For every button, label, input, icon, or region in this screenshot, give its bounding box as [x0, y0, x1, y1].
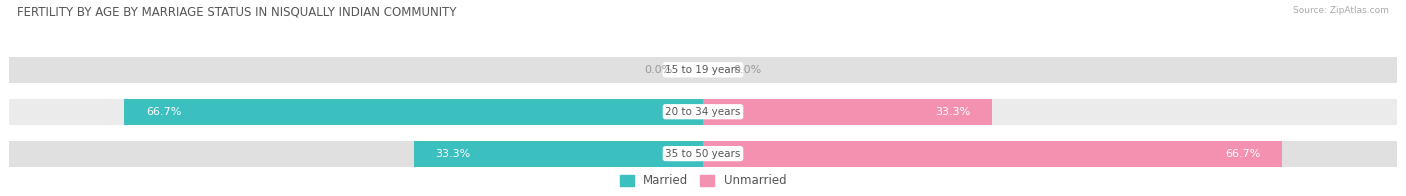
- Bar: [8, 57, 1398, 83]
- Bar: [8, 99, 1398, 125]
- Text: 33.3%: 33.3%: [935, 107, 970, 117]
- Bar: [413, 141, 703, 167]
- Bar: [703, 141, 1282, 167]
- Text: 20 to 34 years: 20 to 34 years: [665, 107, 741, 117]
- Text: 66.7%: 66.7%: [146, 107, 181, 117]
- Text: 66.7%: 66.7%: [1225, 149, 1260, 159]
- Text: 0.0%: 0.0%: [644, 65, 672, 75]
- Bar: [8, 141, 1398, 167]
- Text: 33.3%: 33.3%: [436, 149, 471, 159]
- Bar: [703, 99, 993, 125]
- Text: 35 to 50 years: 35 to 50 years: [665, 149, 741, 159]
- Text: 15 to 19 years: 15 to 19 years: [665, 65, 741, 75]
- Text: Source: ZipAtlas.com: Source: ZipAtlas.com: [1294, 6, 1389, 15]
- Text: 0.0%: 0.0%: [734, 65, 762, 75]
- Legend: Married, Unmarried: Married, Unmarried: [614, 170, 792, 192]
- Bar: [124, 99, 703, 125]
- Text: FERTILITY BY AGE BY MARRIAGE STATUS IN NISQUALLY INDIAN COMMUNITY: FERTILITY BY AGE BY MARRIAGE STATUS IN N…: [17, 6, 457, 19]
